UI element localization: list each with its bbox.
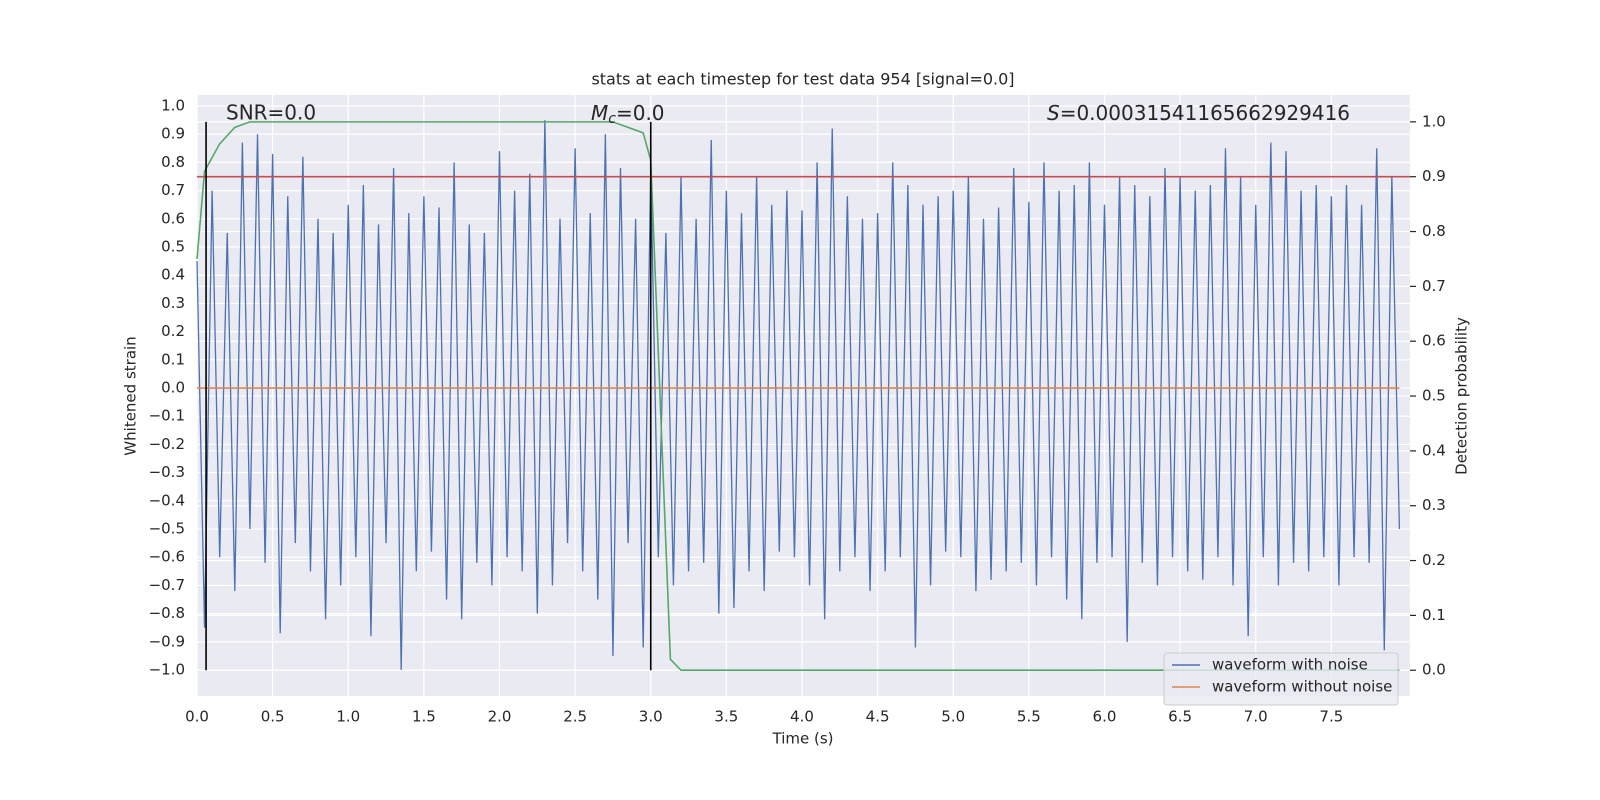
y-tick-label: 0.7 bbox=[161, 181, 185, 199]
annotation-symbol: S bbox=[1047, 101, 1060, 125]
y-tick-label: −0.7 bbox=[149, 576, 185, 594]
x-tick-label: 5.5 bbox=[1017, 708, 1041, 726]
x-tick-label: 6.5 bbox=[1168, 708, 1192, 726]
x-tick-label: 4.0 bbox=[790, 708, 814, 726]
y-tick-label: −1.0 bbox=[149, 661, 185, 679]
x-tick-label: 0.5 bbox=[261, 708, 285, 726]
y2-tick-label: 0.5 bbox=[1422, 387, 1446, 405]
marks bbox=[196, 120, 1410, 672]
legend-label: waveform without noise bbox=[1212, 678, 1392, 696]
x-tick-label: 7.5 bbox=[1319, 708, 1343, 726]
y-tick-label: 0.6 bbox=[161, 209, 185, 227]
y-tick-label: 1.0 bbox=[161, 96, 185, 114]
y2-axis-label: Detection probability bbox=[1453, 317, 1471, 475]
y2-tick-label: 0.7 bbox=[1422, 277, 1446, 295]
x-tick-label: 7.0 bbox=[1244, 708, 1268, 726]
series-line bbox=[196, 120, 1401, 671]
y-tick-label: −0.8 bbox=[149, 604, 185, 622]
y-axis-label: Whitened strain bbox=[122, 336, 140, 455]
annotation-symbol: M bbox=[591, 101, 608, 125]
x-tick-label: 1.5 bbox=[412, 708, 436, 726]
y-tick-label: 0.4 bbox=[161, 266, 185, 284]
y-tick-label: 0.1 bbox=[161, 350, 185, 368]
x-tick-label: 0.0 bbox=[185, 708, 209, 726]
y-tick-label: −0.4 bbox=[149, 491, 185, 509]
y2-tick-label: 0.3 bbox=[1422, 496, 1446, 514]
x-tick-label: 1.0 bbox=[336, 708, 360, 726]
legend-label: waveform with noise bbox=[1212, 656, 1368, 674]
y-tick-label: −0.3 bbox=[149, 463, 185, 481]
y-tick-label: 0.3 bbox=[161, 294, 185, 312]
y2-tick-label: 0.8 bbox=[1422, 222, 1446, 240]
annotation-subscript: c bbox=[608, 111, 616, 127]
legend: waveform with noise waveform without nois… bbox=[1163, 652, 1399, 706]
y2-tick-label: 0.0 bbox=[1422, 661, 1446, 679]
y-tick-label: −0.6 bbox=[149, 548, 185, 566]
annotation-text: =0.0 bbox=[616, 101, 665, 125]
y2-tick-label: 0.6 bbox=[1422, 332, 1446, 350]
y2-tick-label: 0.4 bbox=[1422, 441, 1446, 459]
x-tick-label: 2.5 bbox=[563, 708, 587, 726]
x-axis-label: Time (s) bbox=[772, 730, 834, 748]
y-tick-label: −0.1 bbox=[149, 407, 185, 425]
y-tick-label: −0.2 bbox=[149, 435, 185, 453]
y-tick-label: 0.9 bbox=[161, 125, 185, 143]
y-tick-label: 0.2 bbox=[161, 322, 185, 340]
y2-tick-label: 0.9 bbox=[1422, 167, 1446, 185]
annotation: S=0.00031541165662929416 bbox=[1047, 101, 1350, 125]
x-tick-label: 6.0 bbox=[1093, 708, 1117, 726]
y-tick-label: 0.5 bbox=[161, 238, 185, 256]
y-tick-label: 0.0 bbox=[161, 379, 185, 397]
x-tick-label: 3.0 bbox=[639, 708, 663, 726]
x-tick-label: 2.0 bbox=[488, 708, 512, 726]
x-tick-label: 5.0 bbox=[941, 708, 965, 726]
annotation: Mc=0.0 bbox=[591, 101, 665, 128]
y-tick-label: −0.9 bbox=[149, 632, 185, 650]
legend-box bbox=[1163, 652, 1399, 706]
y2-tick-label: 1.0 bbox=[1422, 112, 1446, 130]
annotation-text: =0.00031541165662929416 bbox=[1060, 101, 1350, 125]
y2-tick-label: 0.1 bbox=[1422, 606, 1446, 624]
x-tick-label: 4.5 bbox=[866, 708, 890, 726]
annotation: SNR=0.0 bbox=[226, 101, 316, 125]
chart-title: stats at each timestep for test data 954… bbox=[591, 70, 1014, 89]
y-tick-label: 0.8 bbox=[161, 153, 185, 171]
y2-tick-label: 0.2 bbox=[1422, 551, 1446, 569]
x-tick-label: 3.5 bbox=[714, 708, 738, 726]
y-tick-label: −0.5 bbox=[149, 520, 185, 538]
series-line bbox=[196, 121, 1400, 672]
